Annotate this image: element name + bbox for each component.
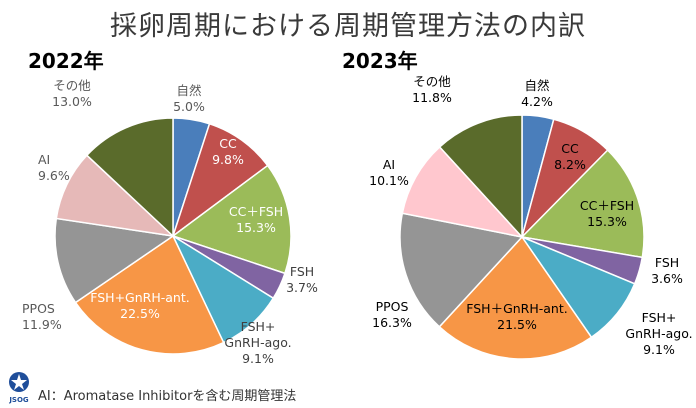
pie-year-title: 2022年 bbox=[28, 49, 104, 73]
slice-data-label: FSH+GnRH-ant. 22.5% bbox=[90, 290, 189, 321]
slice-data-label: 自然 4.2% bbox=[521, 78, 553, 109]
slice-data-label: PPOS 16.3% bbox=[372, 299, 412, 330]
slice-data-label: FSH＋GnRH-ant. 21.5% bbox=[466, 301, 567, 332]
pie-slice bbox=[54, 217, 176, 304]
slice-data-label: CC＋FSH 15.3% bbox=[580, 198, 634, 229]
slice-data-label: FSH+ GnRH-ago. 9.1% bbox=[625, 310, 692, 357]
chart-main-title: 採卵周期における周期管理方法の内訳 bbox=[110, 11, 586, 42]
pie-slice bbox=[520, 149, 645, 259]
pie-slice bbox=[401, 145, 525, 239]
slice-data-label: 自然 5.0% bbox=[173, 83, 205, 114]
slice-data-label: AI 9.6% bbox=[38, 152, 70, 183]
pie-slice bbox=[438, 235, 593, 360]
pie-slice bbox=[74, 234, 225, 355]
slice-data-label: FSH+ GnRH-ago. 9.1% bbox=[224, 319, 291, 366]
pie-slice bbox=[399, 212, 524, 328]
jsog-logo: JSOG bbox=[8, 372, 29, 404]
slice-data-label: その他 13.0% bbox=[52, 78, 92, 109]
svg-text:JSOG: JSOG bbox=[8, 396, 29, 404]
pie-slice bbox=[438, 114, 523, 239]
slice-data-label: CC＋FSH 15.3% bbox=[229, 204, 283, 235]
pie-slice bbox=[85, 117, 174, 238]
slice-data-label: CC 8.2% bbox=[554, 141, 586, 172]
slice-data-label: FSH 3.7% bbox=[286, 264, 318, 295]
pie-year-title: 2023年 bbox=[342, 49, 418, 73]
footnote: AI：Aromatase Inhibitorを含む周期管理法 bbox=[38, 389, 297, 404]
pie-slice bbox=[171, 122, 269, 239]
slice-data-label: PPOS 11.9% bbox=[22, 301, 62, 332]
slice-data-label: その他 11.8% bbox=[412, 74, 452, 105]
slice-data-label: CC 9.8% bbox=[212, 136, 244, 167]
pie-slice bbox=[171, 164, 292, 275]
slice-data-label: FSH 3.6% bbox=[651, 255, 683, 286]
slice-data-label: AI 10.1% bbox=[369, 157, 409, 188]
